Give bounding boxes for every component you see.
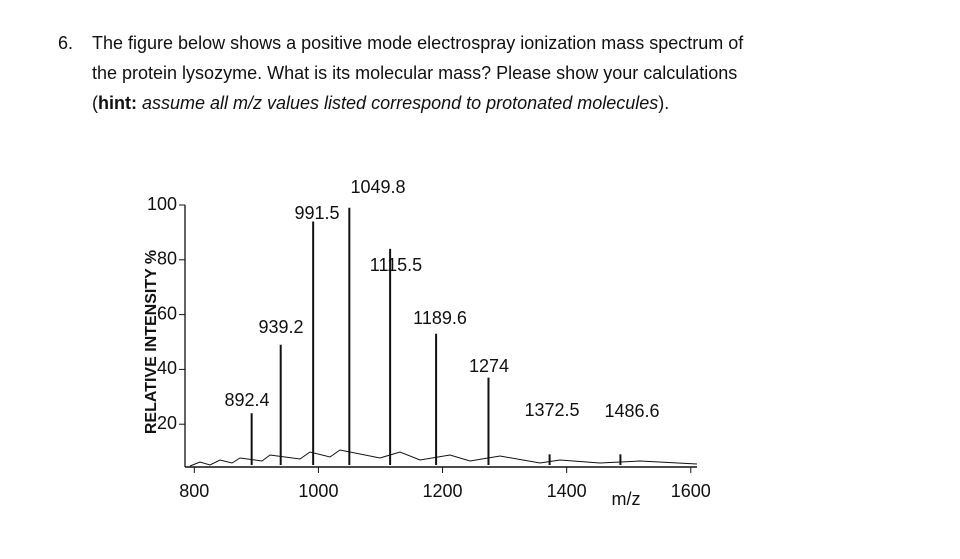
- peak-label: 1049.8: [350, 177, 405, 197]
- question-number: 6.: [58, 33, 74, 53]
- peak-label: 1486.6: [604, 401, 659, 421]
- hint-label: hint:: [98, 93, 137, 113]
- y-tick-label: 20: [157, 413, 177, 433]
- x-axis-label: m/z: [612, 489, 641, 509]
- question-line: the protein lysozyme. What is its molecu…: [92, 63, 738, 83]
- peak-label: 1372.5: [524, 400, 579, 420]
- peak-label: 892.4: [224, 390, 269, 410]
- hint-text: assume all m/z values listed correspond …: [136, 93, 659, 113]
- question-text: The figure below shows a positive mode e…: [92, 28, 912, 118]
- paren: ).: [658, 93, 670, 113]
- y-tick-label: 80: [157, 249, 177, 269]
- peak-label: 1115.5: [370, 255, 422, 275]
- peak-label: 1274: [469, 356, 509, 376]
- peak-label: 991.5: [294, 203, 339, 223]
- x-tick-label: 1600: [671, 481, 711, 501]
- noise-trace: [189, 449, 698, 467]
- y-tick-label: 40: [157, 358, 177, 378]
- y-tick-label: 60: [157, 303, 177, 323]
- peak-label: 1189.6: [413, 308, 467, 328]
- question-line: The figure below shows a positive mode e…: [92, 33, 744, 53]
- x-tick-label: 800: [179, 481, 209, 501]
- paren: (: [92, 93, 98, 113]
- x-tick-label: 1200: [423, 481, 463, 501]
- x-tick-label: 1400: [547, 481, 587, 501]
- y-axis-label: RELATIVE INTENSITY %: [143, 250, 160, 434]
- y-tick-label: 100: [147, 194, 177, 214]
- peak-label: 939.2: [258, 317, 303, 337]
- question-line: (hint: assume all m/z values listed corr…: [92, 88, 912, 118]
- x-tick-label: 1000: [298, 481, 338, 501]
